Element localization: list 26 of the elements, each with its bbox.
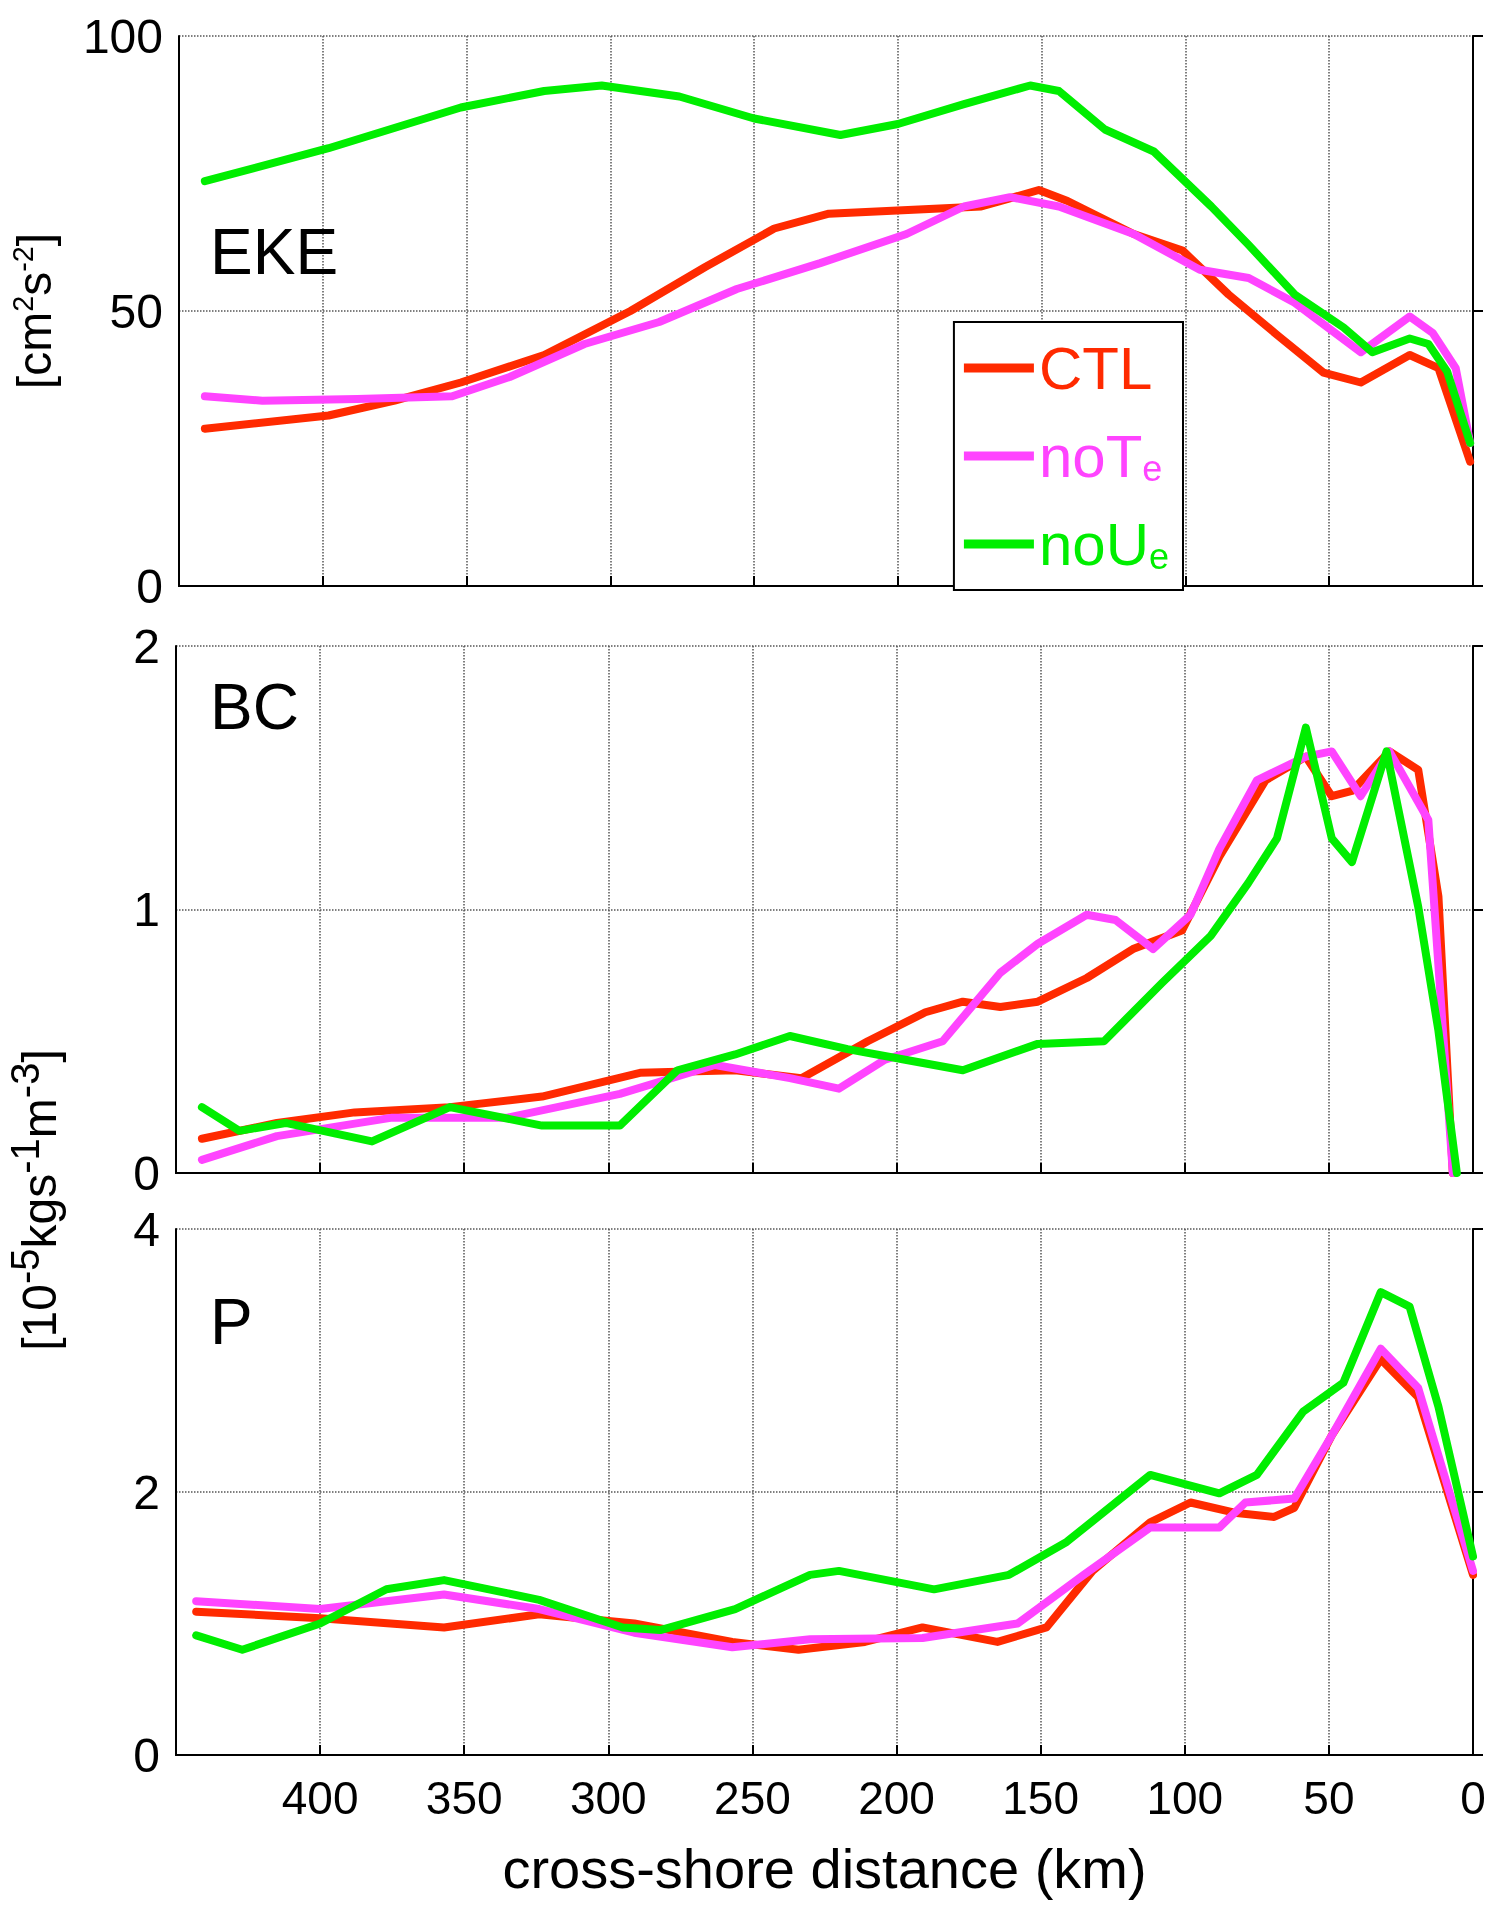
chart-title: BC [210,671,299,743]
y-tick-label: 0 [133,1146,160,1200]
y-tick-label: 50 [109,284,163,338]
y-tick-label: 0 [133,1728,160,1782]
x-tick-label: 0 [1460,1772,1486,1824]
y-tick-label: 2 [133,1465,160,1519]
x-tick-label: 300 [569,1772,647,1824]
x-tick-label: 100 [1146,1772,1224,1824]
legend-label: CTL [1038,334,1153,402]
y-axis-title: [cm2s-2] [6,232,61,390]
y-tick-label: 2 [133,619,160,673]
x-tick-label: 400 [281,1772,359,1824]
y-tick-label: 4 [133,1202,160,1256]
y-tick-label: 0 [136,559,163,613]
x-axis-title: cross-shore distance (km) [502,1836,1147,1900]
x-tick-label: 350 [425,1772,503,1824]
x-tick-label: 150 [1002,1772,1080,1824]
legend-label: noUe [1038,510,1170,578]
text: EKE [210,216,339,288]
x-tick-label: 200 [858,1772,935,1824]
y-tick-label: 1 [133,883,160,936]
x-tick-label: 250 [714,1772,791,1824]
y-tick-label: 100 [82,9,163,63]
x-tick-label: 50 [1303,1772,1355,1824]
text: P [210,1286,253,1358]
legend-label: noTe [1038,422,1163,490]
